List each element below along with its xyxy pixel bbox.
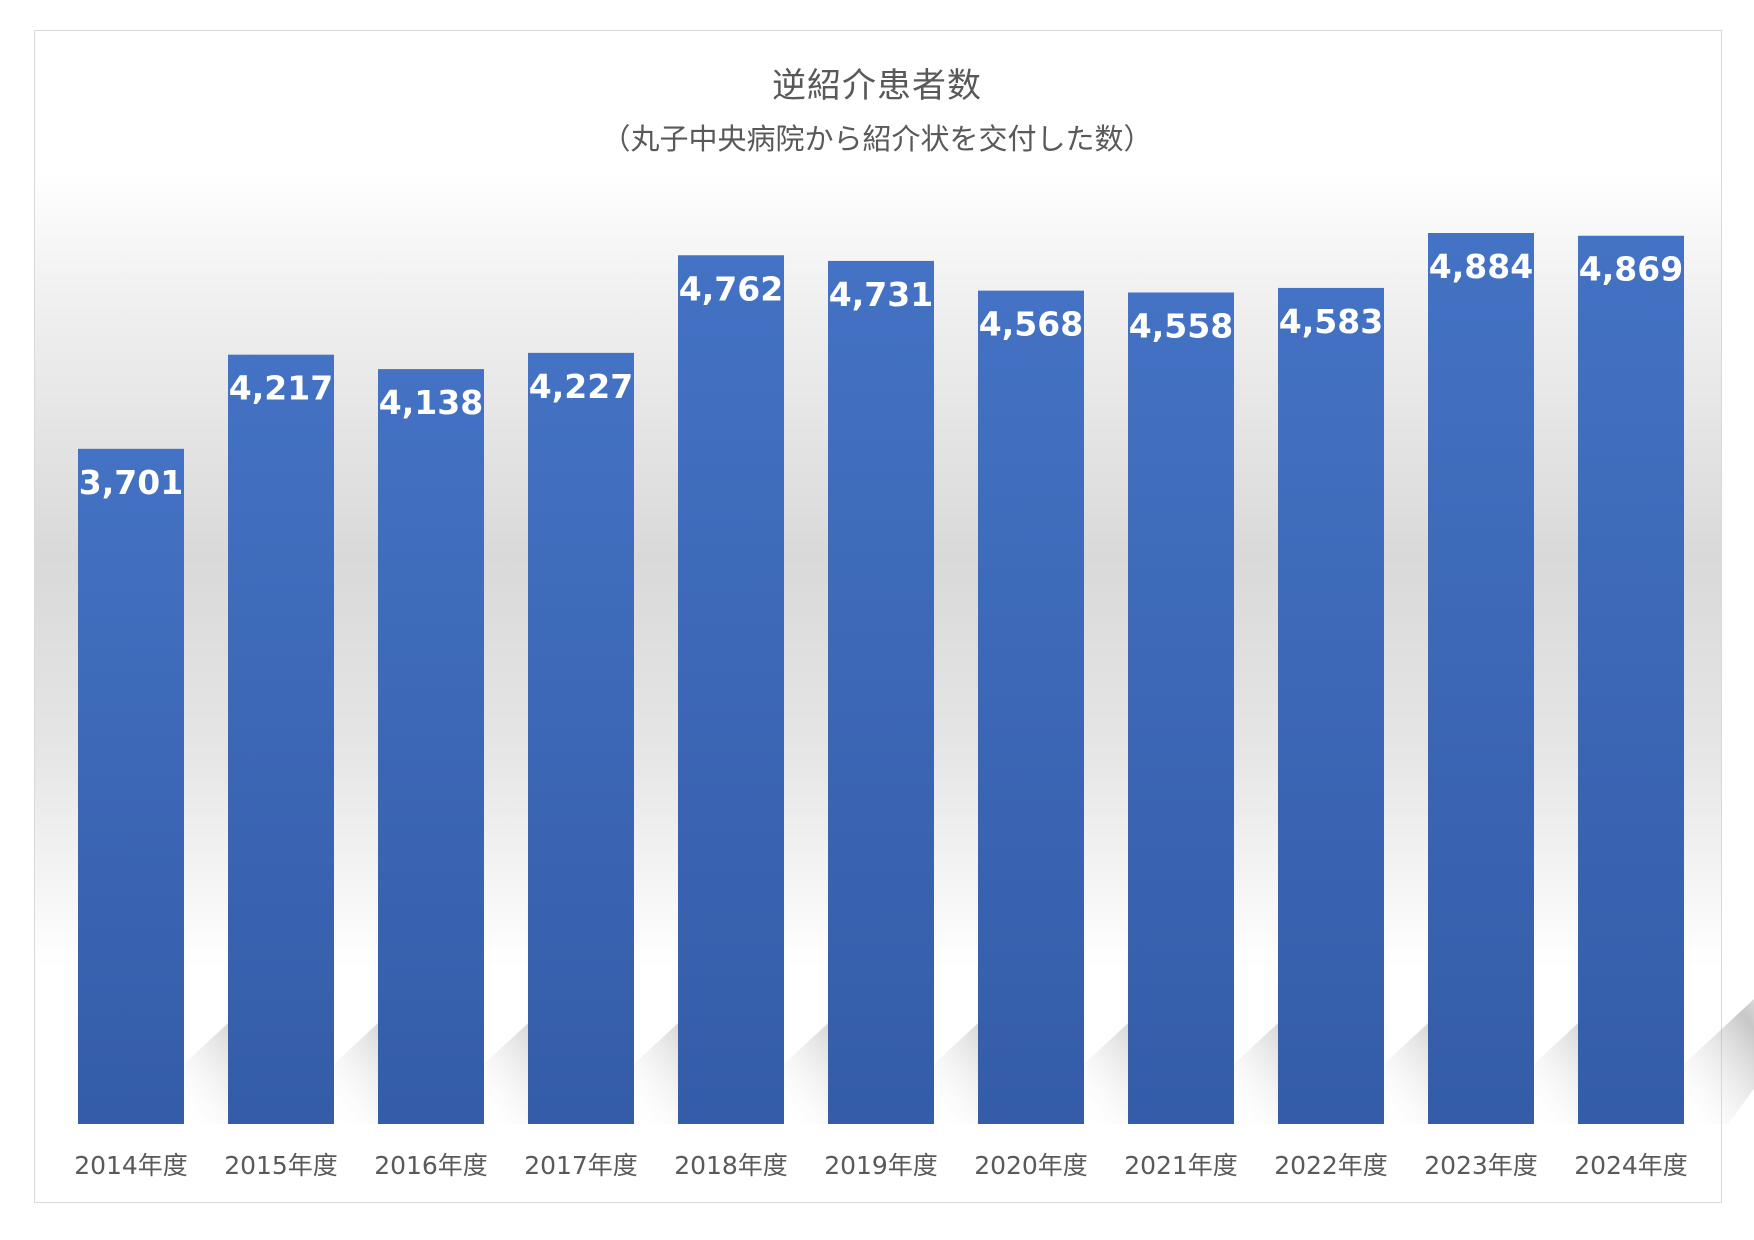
value-label: 3,701 xyxy=(79,463,183,502)
chart-subtitle: （丸子中央病院から紹介状を交付した数） xyxy=(601,122,1153,156)
value-label: 4,869 xyxy=(1579,250,1683,289)
bar-2023年度 xyxy=(1428,233,1534,1124)
value-label: 4,762 xyxy=(679,269,783,308)
bar-2020年度 xyxy=(978,290,1084,1124)
value-label: 4,217 xyxy=(229,369,333,408)
x-tick-label: 2016年度 xyxy=(374,1151,488,1180)
bar-2022年度 xyxy=(1278,287,1384,1124)
bar-2016年度 xyxy=(378,369,484,1124)
bars xyxy=(78,233,1684,1125)
x-axis-ticks: 2014年度 2015年度 2016年度 2017年度 2018年度 2019年度 2020… xyxy=(74,1151,1688,1180)
chart-title: 逆紹介患者数 xyxy=(772,66,982,106)
x-tick-label: 2018年度 xyxy=(674,1151,788,1180)
x-tick-label: 2024年度 xyxy=(1574,1151,1688,1180)
bar-2024年度 xyxy=(1578,235,1684,1125)
bar-2019年度 xyxy=(828,260,934,1124)
bar-2017年度 xyxy=(528,352,634,1124)
x-tick-label: 2014年度 xyxy=(74,1151,188,1180)
x-tick-label: 2021年度 xyxy=(1124,1151,1238,1180)
x-tick-label: 2023年度 xyxy=(1424,1151,1538,1180)
bar-2015年度 xyxy=(228,354,334,1124)
value-label: 4,227 xyxy=(529,367,633,406)
bar-shadow xyxy=(1684,999,1754,1124)
value-labels: 3,701 4,217 4,138 4,227 4,762 4,731 4,568 4,558… xyxy=(79,247,1683,502)
bar-2021年度 xyxy=(1128,292,1234,1124)
bar-2018年度 xyxy=(678,255,784,1124)
x-tick-label: 2017年度 xyxy=(524,1151,638,1180)
value-label: 4,583 xyxy=(1279,302,1383,341)
value-label: 4,568 xyxy=(979,305,1083,344)
x-tick-label: 2015年度 xyxy=(224,1151,338,1180)
x-tick-label: 2020年度 xyxy=(974,1151,1088,1180)
value-label: 4,731 xyxy=(829,275,933,314)
x-tick-label: 2019年度 xyxy=(824,1151,938,1180)
value-label: 4,558 xyxy=(1129,306,1233,345)
bar-2014年度 xyxy=(78,448,184,1124)
x-tick-label: 2022年度 xyxy=(1274,1151,1388,1180)
value-label: 4,884 xyxy=(1429,247,1533,286)
value-label: 4,138 xyxy=(379,383,483,422)
